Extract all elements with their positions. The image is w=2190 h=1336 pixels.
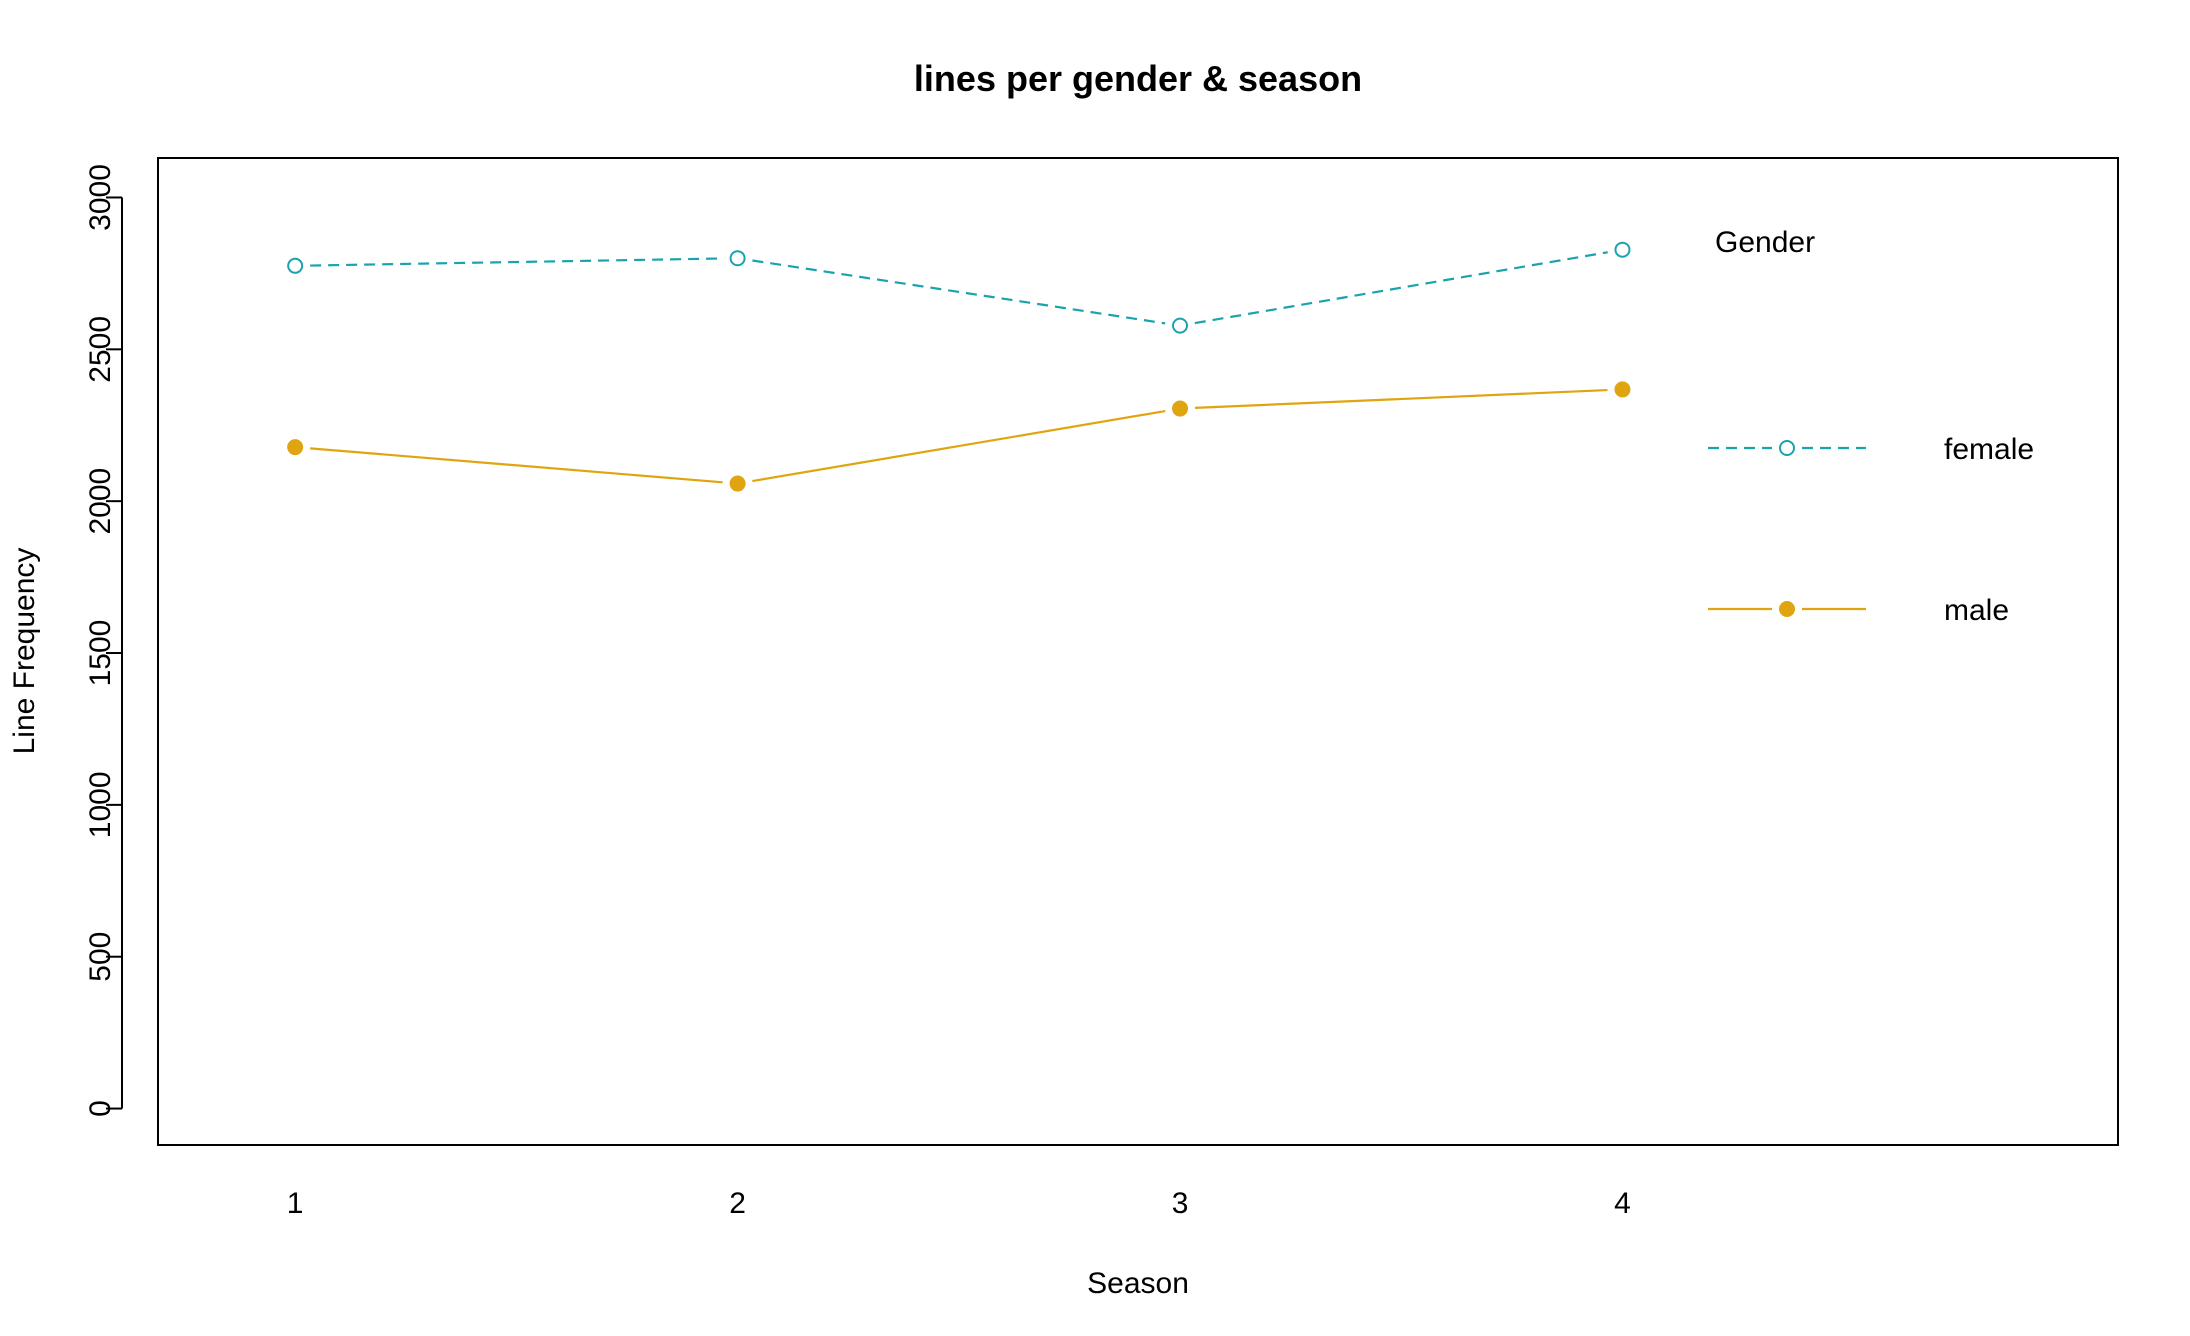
x-axis: 1 2 3 4 bbox=[287, 1187, 1631, 1220]
y-tick-label: 2500 bbox=[84, 316, 117, 383]
chart-title: lines per gender & season bbox=[914, 58, 1362, 99]
x-axis-label: Season bbox=[1087, 1267, 1189, 1300]
y-tick-label: 1000 bbox=[84, 771, 117, 838]
series-male bbox=[287, 381, 1631, 492]
data-point bbox=[1614, 381, 1631, 398]
y-axis-label: Line Frequency bbox=[8, 548, 41, 755]
y-tick-label: 0 bbox=[84, 1100, 117, 1117]
legend-marker-female bbox=[1779, 440, 1795, 456]
y-tick-label: 500 bbox=[84, 932, 117, 982]
series-line-segment bbox=[1194, 388, 1608, 409]
legend-title: Gender bbox=[1715, 226, 1815, 259]
y-axis: 0 500 1000 1500 2000 2500 3000 bbox=[84, 164, 123, 1117]
data-point bbox=[729, 250, 746, 267]
series-female bbox=[287, 241, 1631, 334]
data-point bbox=[1614, 241, 1631, 258]
series-line-segment bbox=[752, 409, 1166, 483]
legend-label-female: female bbox=[1944, 433, 2034, 466]
series-line-segment bbox=[1194, 251, 1608, 325]
series-line-segment bbox=[310, 447, 723, 484]
series-line-segment bbox=[310, 257, 723, 267]
plot-frame bbox=[157, 157, 2119, 1146]
y-tick-label: 3000 bbox=[84, 164, 117, 231]
x-tick-label: 2 bbox=[729, 1187, 746, 1220]
data-point bbox=[1172, 317, 1189, 334]
data-point bbox=[287, 257, 304, 274]
x-tick-label: 3 bbox=[1172, 1187, 1189, 1220]
series-line-segment bbox=[752, 259, 1166, 325]
x-tick-label: 1 bbox=[287, 1187, 304, 1220]
legend: Gender female male bbox=[1708, 226, 2034, 627]
y-tick-label: 2000 bbox=[84, 468, 117, 535]
legend-marker-male bbox=[1779, 601, 1795, 617]
data-point bbox=[287, 439, 304, 456]
legend-label-male: male bbox=[1944, 594, 2009, 627]
x-tick-label: 4 bbox=[1614, 1187, 1631, 1220]
series-layer bbox=[287, 241, 1631, 492]
data-point bbox=[1172, 400, 1189, 417]
y-tick-label: 1500 bbox=[84, 620, 117, 687]
data-point bbox=[729, 475, 746, 492]
